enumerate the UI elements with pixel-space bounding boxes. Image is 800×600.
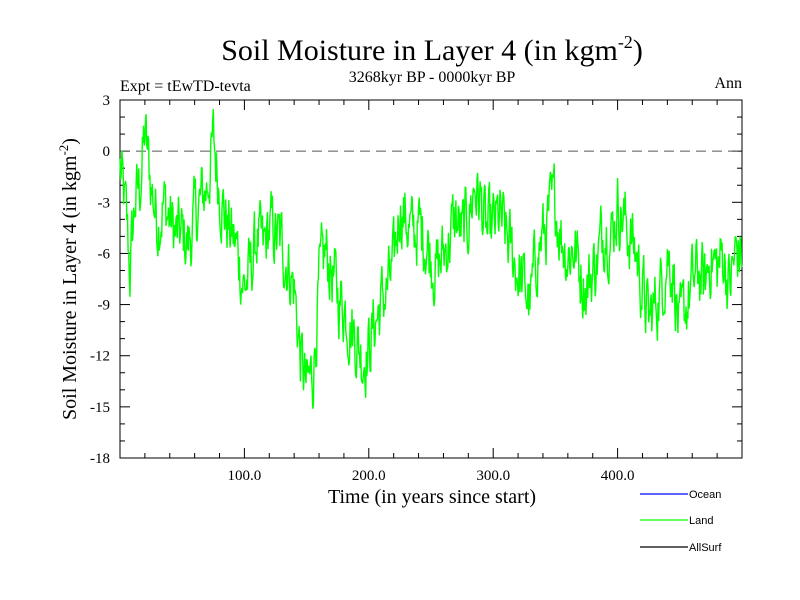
y-tick-label: -18 bbox=[90, 451, 110, 467]
y-tick-label: -3 bbox=[98, 195, 111, 211]
y-axis-label: Soil Moisture in Layer 4 (in kgm-2) bbox=[56, 138, 81, 420]
y-tick-label: -15 bbox=[90, 400, 110, 416]
series-group bbox=[119, 108, 743, 409]
x-tick-label: 300.0 bbox=[476, 468, 510, 484]
y-tick-label: 0 bbox=[103, 144, 111, 160]
plot-frame bbox=[119, 99, 743, 459]
chart-subtitle: 3268kyr BP - 0000kyr BP bbox=[349, 69, 516, 86]
series-line-land bbox=[119, 108, 743, 409]
x-axis-label: Time (in years since start) bbox=[328, 486, 536, 508]
experiment-label: Expt = tEwTD-tevta bbox=[120, 78, 251, 95]
x-axis-ticks: 100.0 200.0 300.0 400.0 bbox=[144, 100, 718, 484]
season-label: Ann bbox=[714, 75, 742, 92]
chart-title: Soil Moisture in Layer 4 (in kgm-2) bbox=[221, 32, 643, 67]
y-tick-label: -6 bbox=[98, 246, 111, 262]
x-tick-label: 200.0 bbox=[352, 468, 386, 484]
legend-label-allsurf: AllSurf bbox=[689, 542, 722, 554]
legend: Ocean Land AllSurf bbox=[640, 489, 722, 554]
y-tick-label: 3 bbox=[103, 93, 111, 109]
y-tick-label: -12 bbox=[90, 349, 110, 365]
legend-label-ocean: Ocean bbox=[689, 489, 721, 501]
legend-label-land: Land bbox=[689, 515, 713, 527]
x-tick-label: 100.0 bbox=[228, 468, 262, 484]
y-tick-label: -9 bbox=[98, 298, 111, 314]
x-tick-label: 400.0 bbox=[601, 468, 635, 484]
